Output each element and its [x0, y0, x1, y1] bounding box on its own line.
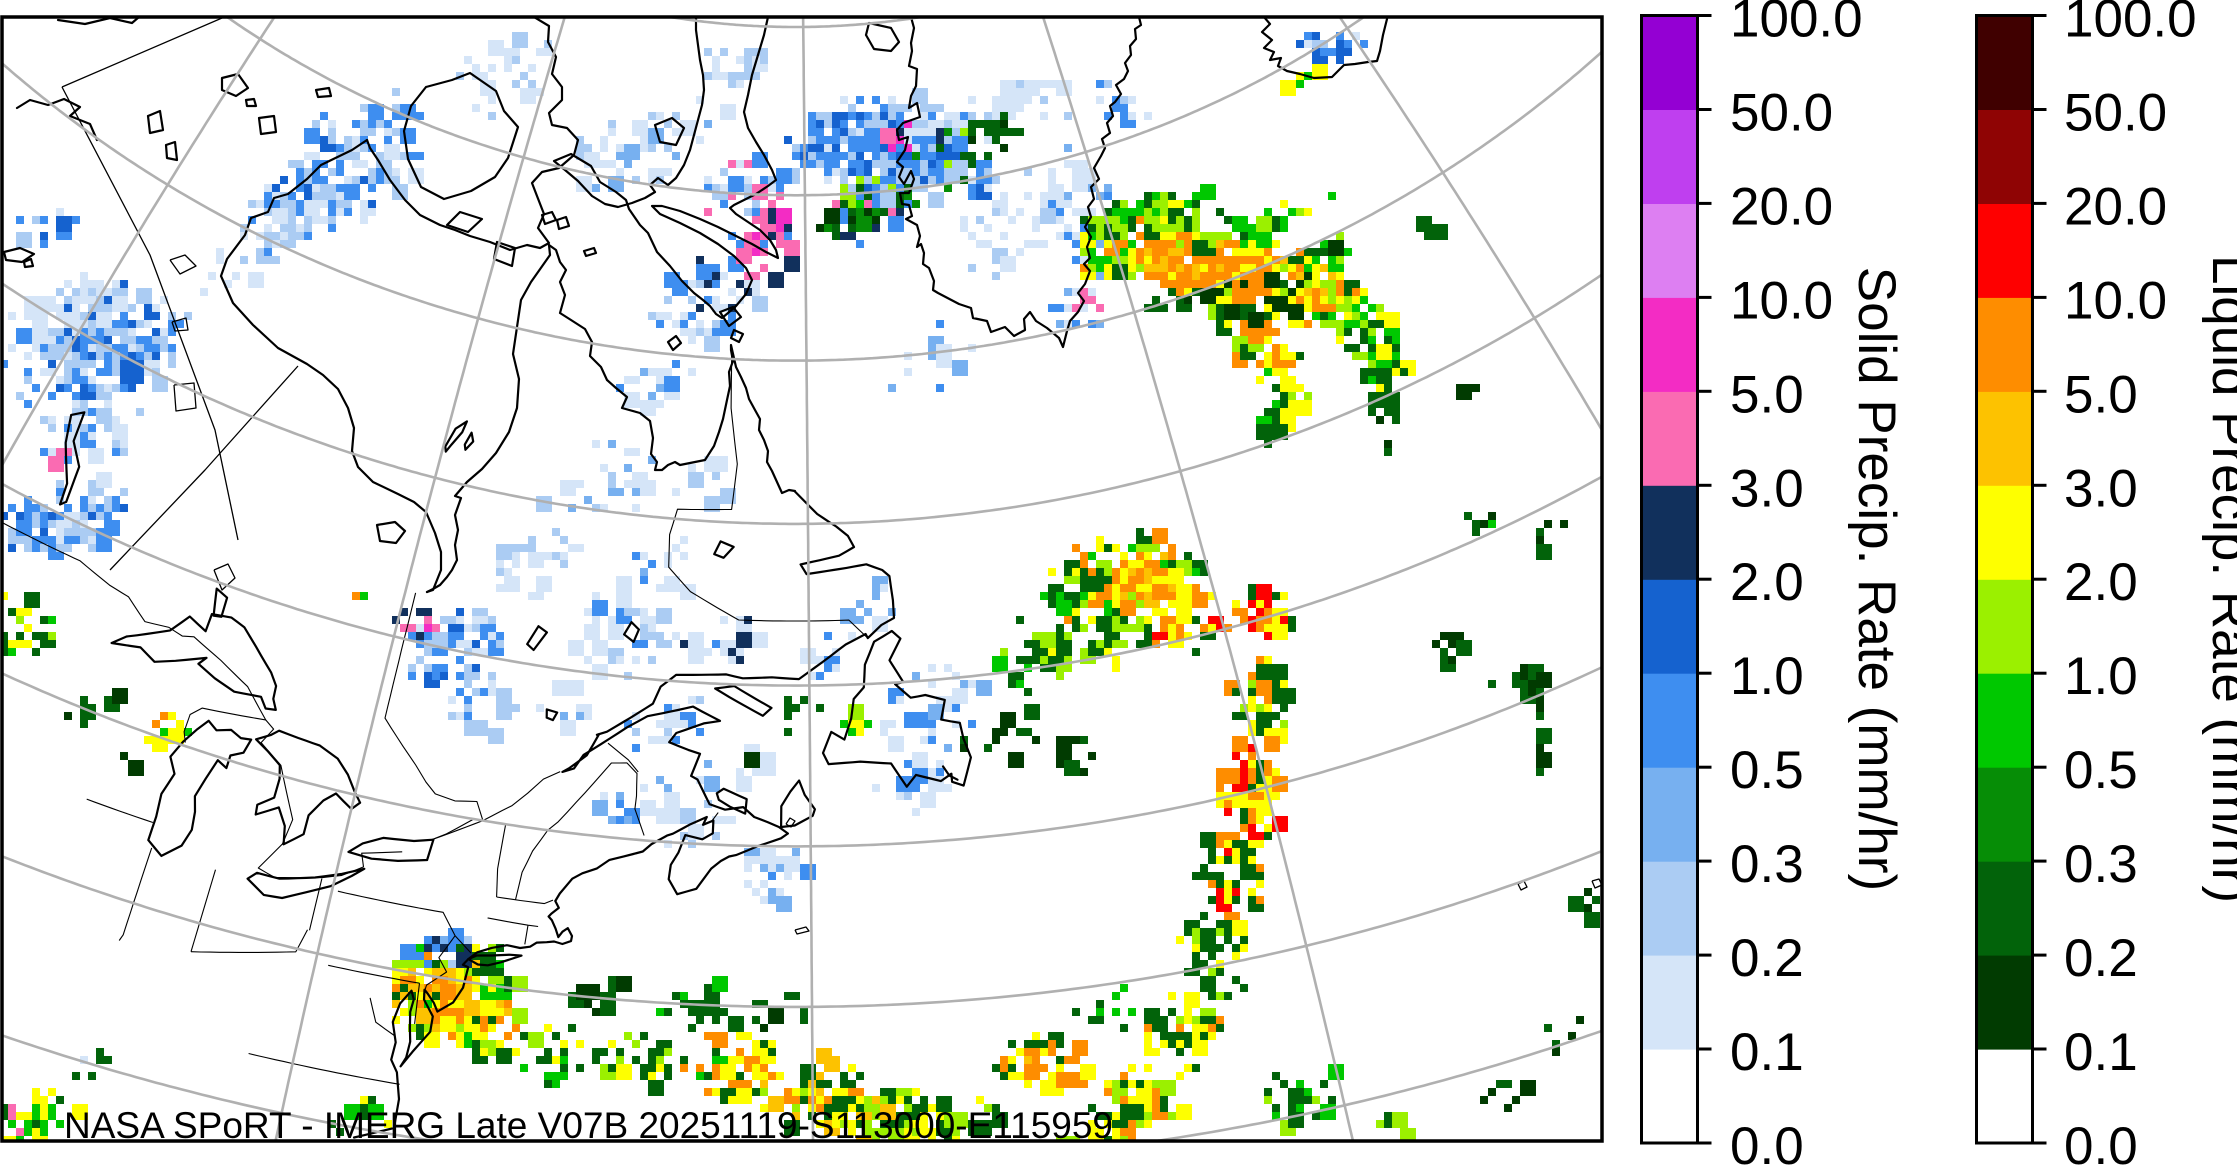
svg-text:0.2: 0.2 — [2064, 929, 2138, 988]
svg-text:20.0: 20.0 — [1730, 177, 1833, 236]
svg-text:100.0: 100.0 — [2064, 0, 2197, 49]
svg-text:0.0: 0.0 — [1730, 1117, 1804, 1167]
svg-text:Liquid Precip. Rate (mm/hr): Liquid Precip. Rate (mm/hr) — [2201, 255, 2237, 903]
svg-text:20.0: 20.0 — [2064, 177, 2167, 236]
svg-text:3.0: 3.0 — [1730, 459, 1804, 518]
svg-text:50.0: 50.0 — [2064, 84, 2167, 143]
svg-text:0.3: 0.3 — [2064, 835, 2138, 894]
svg-text:100.0: 100.0 — [1730, 0, 1863, 49]
svg-text:0.3: 0.3 — [1730, 835, 1804, 894]
svg-text:10.0: 10.0 — [1730, 271, 1833, 330]
svg-text:5.0: 5.0 — [2064, 365, 2138, 424]
svg-text:0.5: 0.5 — [1730, 741, 1804, 800]
svg-text:10.0: 10.0 — [2064, 271, 2167, 330]
svg-text:2.0: 2.0 — [2064, 553, 2138, 612]
svg-text:0.0: 0.0 — [2064, 1117, 2138, 1167]
svg-text:0.1: 0.1 — [2064, 1023, 2138, 1082]
svg-text:3.0: 3.0 — [2064, 459, 2138, 518]
svg-text:NASA SPoRT - IMERG Late V07B 2: NASA SPoRT - IMERG Late V07B 20251119-S1… — [64, 1105, 1113, 1146]
svg-text:2.0: 2.0 — [1730, 553, 1804, 612]
svg-text:Solid Precip. Rate (mm/hr): Solid Precip. Rate (mm/hr) — [1847, 267, 1906, 891]
svg-text:0.5: 0.5 — [2064, 741, 2138, 800]
svg-text:0.1: 0.1 — [1730, 1023, 1804, 1082]
svg-text:5.0: 5.0 — [1730, 365, 1804, 424]
svg-text:50.0: 50.0 — [1730, 84, 1833, 143]
svg-text:1.0: 1.0 — [1730, 647, 1804, 706]
svg-text:0.2: 0.2 — [1730, 929, 1804, 988]
svg-text:1.0: 1.0 — [2064, 647, 2138, 706]
